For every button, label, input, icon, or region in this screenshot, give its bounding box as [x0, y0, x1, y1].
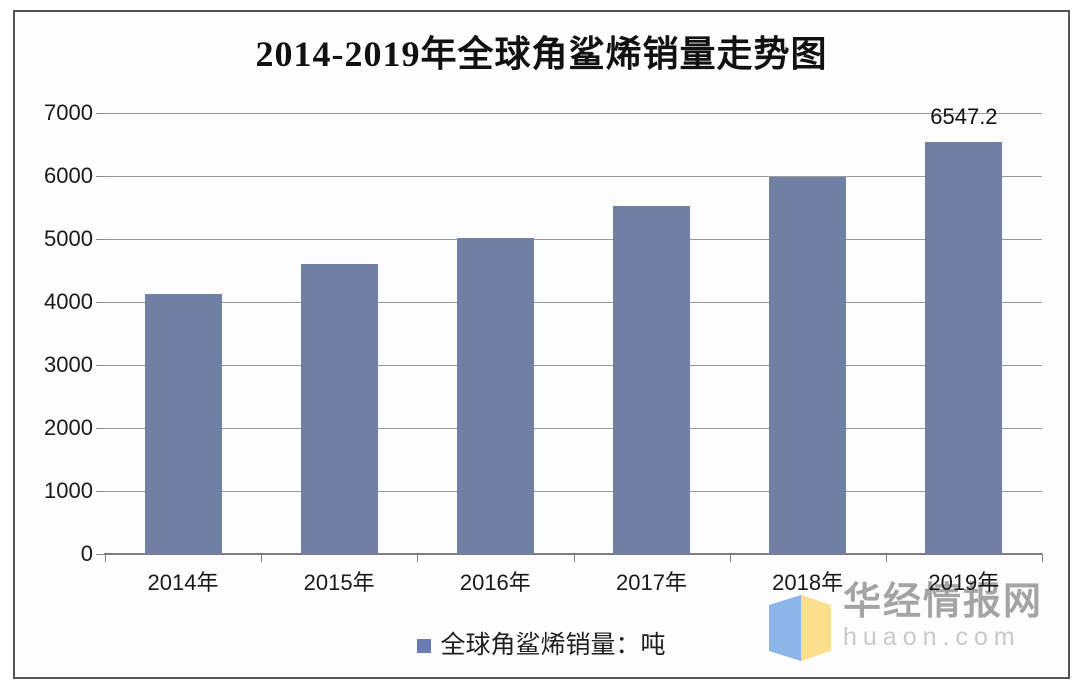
gridline — [105, 112, 1042, 114]
y-tick — [96, 112, 105, 114]
y-tick-label: 3000 — [44, 352, 93, 377]
x-category-label: 2014年 — [147, 570, 219, 595]
logo-yellow-panel — [801, 595, 831, 661]
x-category-label: 2015年 — [303, 570, 375, 595]
bar — [769, 176, 847, 554]
y-tick — [96, 238, 105, 240]
x-tick — [417, 554, 419, 562]
legend-marker-square-icon — [417, 639, 432, 653]
chart-title: 2014-2019年全球角鲨烯销量走势图 — [255, 34, 828, 74]
x-axis-line — [104, 553, 1042, 555]
y-tick — [96, 301, 105, 303]
gridline — [105, 175, 1042, 177]
gridline — [105, 427, 1042, 429]
watermark: 华经情报网 huaon.com — [765, 580, 1043, 663]
y-tick-label: 6000 — [44, 163, 93, 188]
bar — [144, 293, 222, 554]
y-tick — [96, 427, 105, 429]
gridline — [105, 490, 1042, 492]
y-tick-label: 0 — [80, 541, 93, 566]
x-tick — [729, 554, 731, 562]
logo-blue-panel — [769, 595, 801, 661]
y-tick — [96, 175, 105, 177]
watermark-brand: 华经情报网 — [843, 581, 1044, 623]
y-tick-label: 2000 — [44, 415, 93, 440]
gridline — [105, 238, 1042, 240]
gridline — [105, 364, 1042, 366]
x-tick — [105, 554, 106, 562]
x-category-label: 2016年 — [459, 570, 531, 595]
x-tick — [885, 554, 887, 562]
watermark-text: 华经情报网 huaon.com — [843, 580, 1043, 650]
legend: 全球角鲨烯销量：吨 — [15, 630, 1068, 660]
chart-frame: 2014-2019年全球角鲨烯销量走势图 7000 6000 5000 4000 300… — [13, 10, 1070, 679]
huaon-logo-icon — [769, 595, 831, 661]
legend-label: 全球角鲨烯销量：吨 — [440, 631, 666, 659]
y-tick-label: 4000 — [44, 289, 93, 314]
y-tick — [96, 490, 105, 492]
bar — [613, 206, 691, 554]
x-tick — [261, 554, 263, 562]
x-category-label: 2017年 — [616, 570, 687, 595]
bar — [925, 141, 1003, 554]
y-tick-label: 7000 — [44, 100, 93, 125]
bar-data-label: 6547.2 — [930, 103, 998, 129]
bar — [456, 237, 534, 554]
watermark-domain: huaon.com — [843, 623, 1021, 651]
x-category-label: 2018年 — [772, 570, 844, 595]
gridline — [105, 301, 1042, 303]
x-tick — [1042, 554, 1043, 562]
y-tick-label: 5000 — [44, 226, 93, 251]
x-category-label: 2019年 — [928, 570, 1000, 595]
y-tick — [96, 364, 105, 366]
x-tick — [573, 554, 575, 562]
y-tick — [96, 553, 105, 555]
bar — [300, 264, 378, 554]
plot-area: 7000 6000 5000 4000 3000 2000 1000 0 6547.2 2014年… — [44, 102, 1043, 595]
y-tick-label: 1000 — [44, 478, 93, 503]
